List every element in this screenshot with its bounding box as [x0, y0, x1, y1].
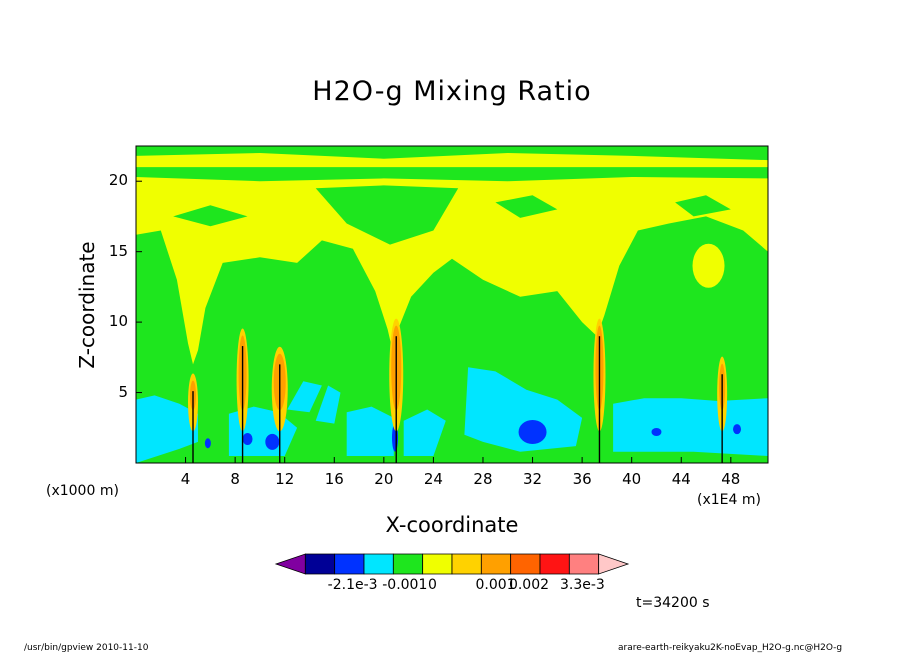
- x-tick-label: 40: [622, 470, 642, 488]
- colorbar-segment: [363, 553, 394, 575]
- colorbar-segment: [392, 553, 424, 575]
- colorbar-label: -2.1e-3: [327, 577, 378, 593]
- chart-title: H2O-g Mixing Ratio: [312, 76, 592, 107]
- contour-band: [315, 385, 341, 424]
- colorbar-segment: [568, 553, 600, 575]
- x-tick-label: 12: [275, 470, 295, 488]
- colorbar-segment: [422, 553, 453, 575]
- x-axis-label: X-coordinate: [385, 513, 519, 537]
- contour-band: [692, 243, 725, 288]
- x-tick-label: 44: [671, 470, 691, 488]
- x-tick-label: 24: [423, 470, 443, 488]
- colorbar-label: -0.001: [382, 577, 428, 593]
- contour-band: [518, 420, 547, 445]
- contour-band: [613, 398, 768, 456]
- contour-band: [265, 433, 280, 450]
- contour-band: [675, 195, 731, 217]
- x-tick-label: 32: [523, 470, 543, 488]
- x-tick-label: 16: [324, 470, 344, 488]
- x-tick-label: 20: [374, 470, 394, 488]
- x-unit-right: (x1E4 m): [697, 492, 761, 508]
- contour-band: [346, 406, 394, 456]
- x-tick-label: 28: [473, 470, 493, 488]
- y-tick-label: 10: [108, 312, 128, 331]
- footer-left: /usr/bin/gpview 2010-11-10: [24, 643, 149, 653]
- contour-band: [136, 167, 768, 182]
- contour-band: [204, 438, 211, 449]
- contour-band: [136, 146, 768, 161]
- x-unit-left: (x1000 m): [46, 483, 119, 499]
- footer-right: arare-earth-reikyaku2K-noEvap_H2O-g.nc@H…: [618, 643, 843, 653]
- contour-band: [136, 395, 198, 463]
- x-tick-label: 8: [230, 470, 240, 488]
- contour-band: [315, 185, 459, 245]
- contour-band: [651, 428, 662, 437]
- contour-band: [173, 205, 248, 227]
- time-label: t=34200 s: [636, 595, 710, 611]
- contour-band: [733, 424, 742, 435]
- colorbar-segment: [539, 553, 570, 575]
- y-tick-label: 20: [108, 171, 128, 190]
- colorbar-segment: [304, 553, 336, 575]
- y-axis-label: Z-coordinate: [75, 241, 99, 369]
- contour-band: [495, 195, 558, 218]
- x-tick-label: 48: [721, 470, 741, 488]
- colorbar-segment: [598, 553, 630, 575]
- contour-band: [464, 367, 583, 452]
- contour-band: [242, 433, 253, 446]
- colorbar-segment: [510, 553, 541, 575]
- colorbar-segment: [480, 553, 512, 575]
- colorbar-segment: [334, 553, 365, 575]
- y-tick-label: 15: [108, 241, 128, 260]
- y-tick-label: 5: [118, 382, 128, 401]
- colorbar-label: 3.3e-3: [560, 577, 605, 593]
- colorbar-segment: [451, 553, 482, 575]
- x-tick-label: 4: [180, 470, 191, 488]
- colorbar-label: 0: [428, 577, 437, 593]
- colorbar-segment: [274, 553, 306, 575]
- contour-fill: [136, 146, 768, 463]
- plot-frame: [135, 145, 769, 464]
- colorbar-label: 0.002: [508, 577, 550, 593]
- contour-band: [403, 409, 446, 456]
- colorbar-label: 0.001: [475, 577, 516, 593]
- x-tick-label: 36: [572, 470, 592, 488]
- contour-band: [287, 381, 322, 413]
